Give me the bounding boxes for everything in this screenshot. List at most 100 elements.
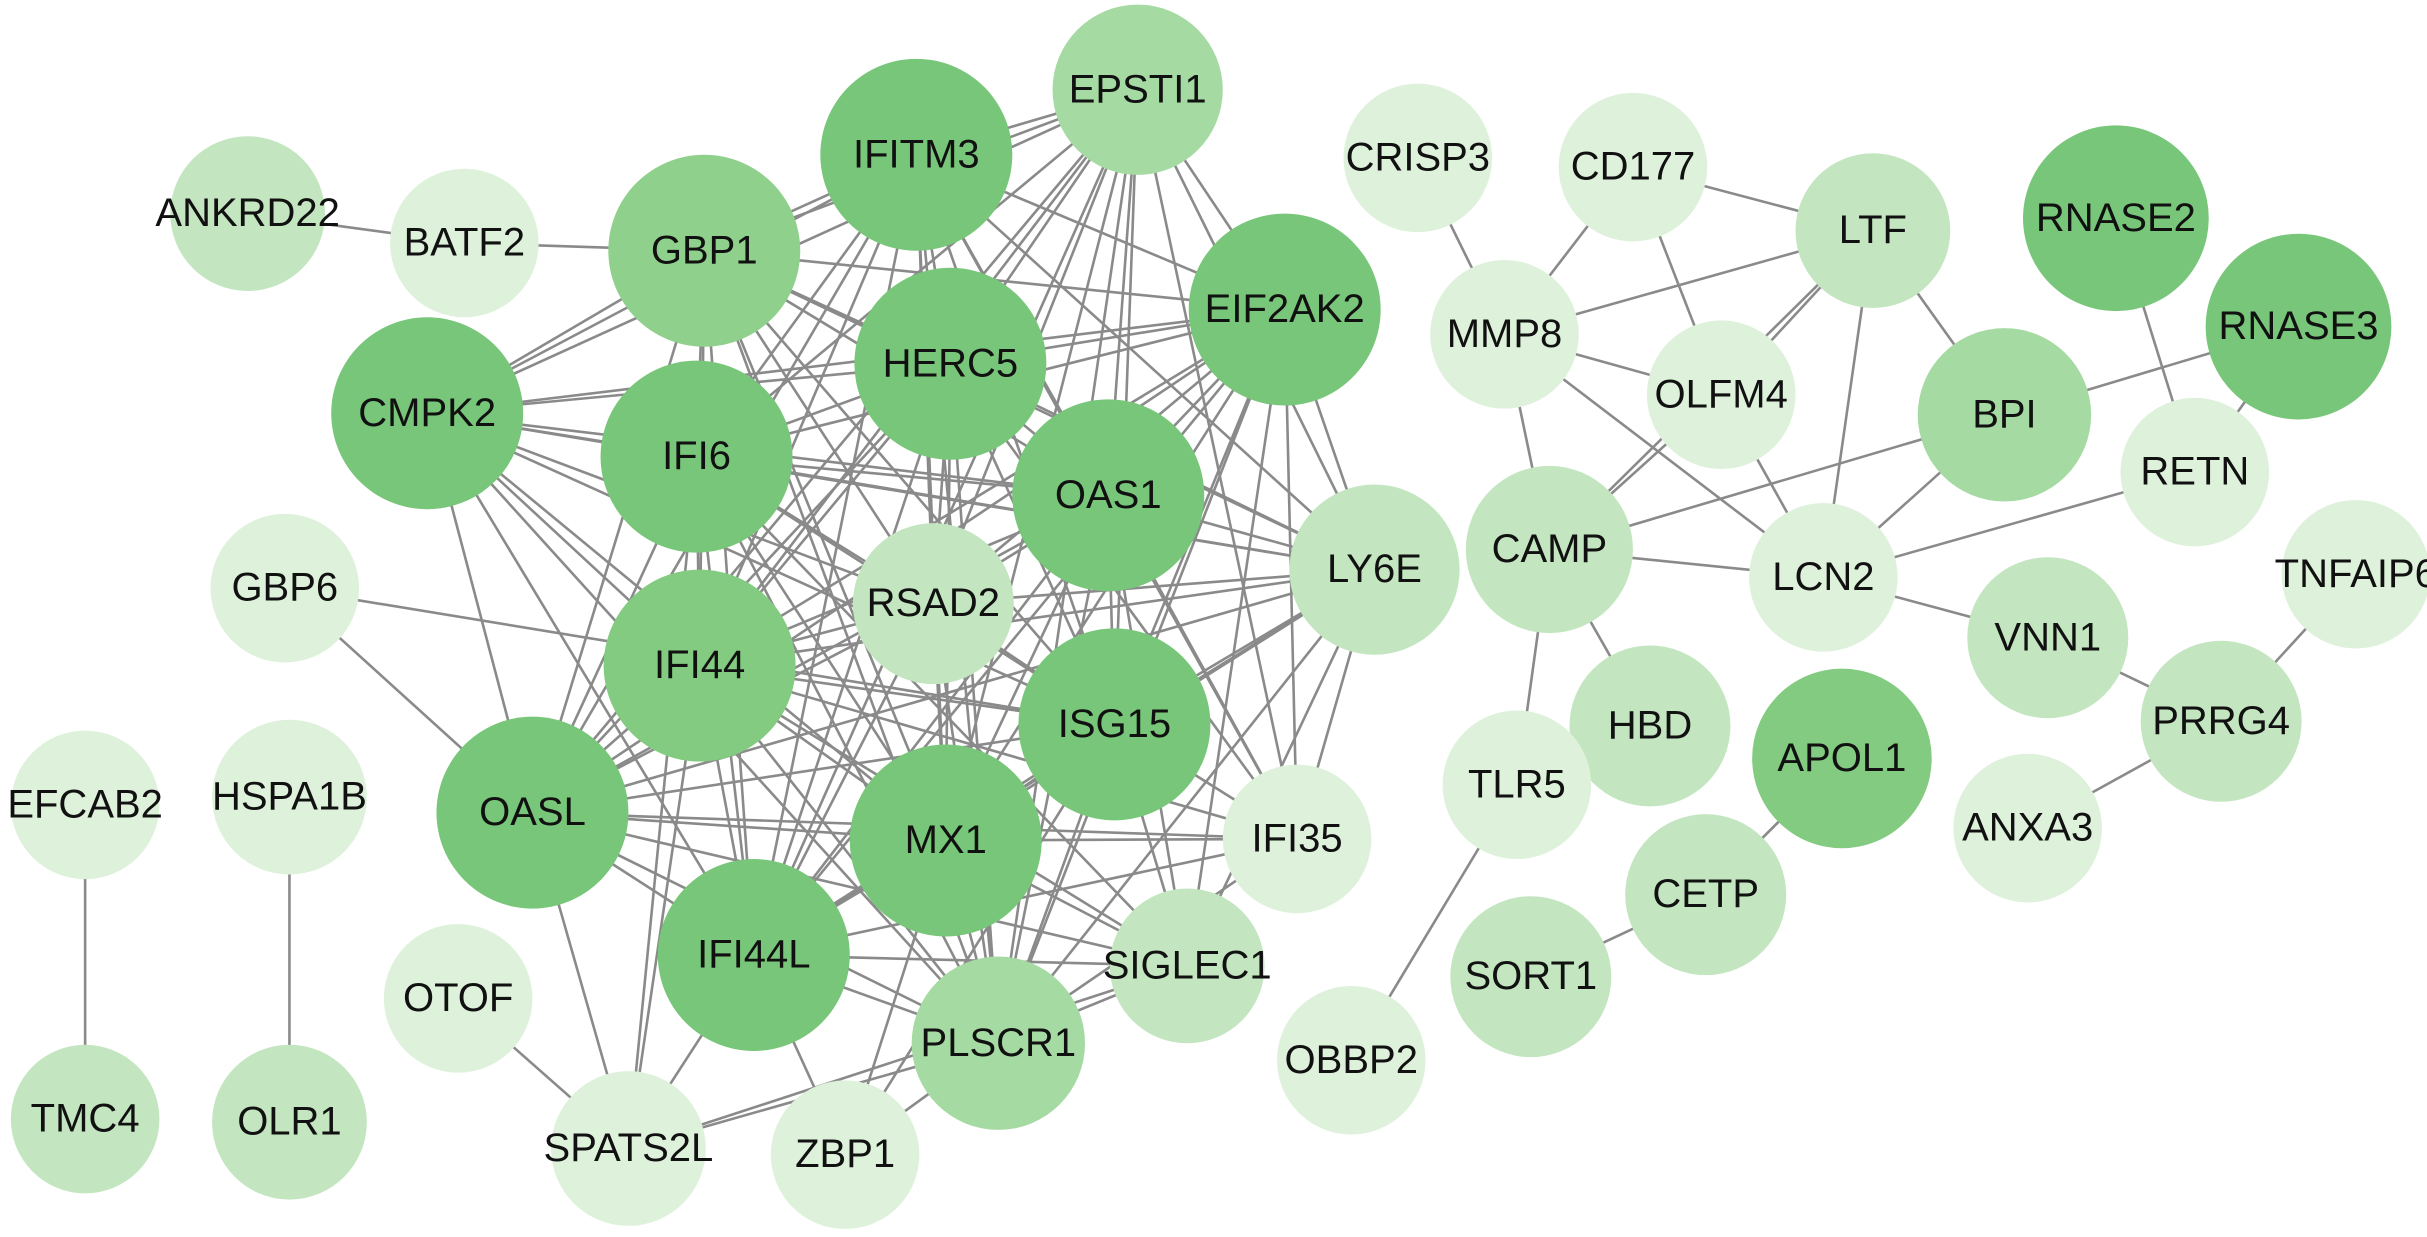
edge [532, 568, 1375, 814]
node-label: ANXA3 [1962, 806, 2093, 850]
edge [531, 494, 1109, 814]
node-label: LCN2 [1772, 555, 1874, 599]
edge [627, 456, 698, 1149]
node-label: ANKRD22 [155, 191, 340, 235]
node-label: CETP [1652, 872, 1759, 916]
edge [1136, 89, 1299, 840]
node [1109, 888, 1265, 1044]
node-label: PRRG4 [2152, 699, 2290, 743]
edge [915, 153, 1376, 571]
node-label: BPI [1972, 392, 2036, 436]
node-label: RETN [2140, 450, 2249, 494]
node-label: SORT1 [1464, 954, 1597, 998]
node-label: PLSCR1 [921, 1021, 1077, 1065]
node [551, 1071, 706, 1226]
node [1625, 814, 1787, 976]
node-label: ZBP1 [795, 1132, 895, 1176]
node [1188, 213, 1381, 406]
node-label: CAMP [1492, 527, 1608, 571]
node [1795, 153, 1951, 309]
node-label: OASL [479, 790, 586, 834]
node-label: ISG15 [1058, 702, 1171, 746]
node [1752, 668, 1932, 849]
node [849, 744, 1042, 937]
edge [703, 250, 947, 841]
edge [532, 811, 1188, 968]
node [603, 569, 796, 762]
node-label: OLFM4 [1655, 372, 1788, 416]
node [10, 1044, 160, 1194]
node [1430, 260, 1579, 409]
node-label: VNN1 [1994, 615, 2101, 659]
node [1450, 896, 1612, 1058]
node-label: RNASE3 [2218, 304, 2378, 348]
node [1018, 628, 1211, 821]
edge [695, 456, 1000, 1044]
node [210, 513, 360, 663]
node [854, 267, 1047, 460]
node [1343, 83, 1493, 233]
node-label: APOL1 [1777, 736, 1906, 780]
node [1052, 4, 1223, 175]
node [212, 1044, 367, 1200]
node-label: MMP8 [1447, 312, 1563, 356]
node [1558, 92, 1708, 242]
node [1917, 328, 2092, 502]
node [2023, 125, 2209, 312]
node [911, 956, 1086, 1130]
node-label: HERC5 [883, 341, 1019, 385]
node [1222, 764, 1372, 914]
edge [695, 455, 1189, 967]
node [390, 168, 539, 318]
node-label: EFCAB2 [7, 782, 163, 826]
node-label: HBD [1608, 703, 1692, 747]
node-label: IFI6 [662, 434, 731, 478]
node [2205, 233, 2392, 420]
edge [752, 363, 952, 956]
node-label: TMC4 [31, 1097, 140, 1141]
node-label: CMPK2 [358, 391, 496, 435]
node [608, 154, 801, 347]
node-label: OAS1 [1055, 473, 1162, 517]
node-label: RNASE2 [2036, 196, 2196, 240]
edge [698, 308, 1286, 667]
edge [531, 250, 706, 813]
node-label: TNFAIP6 [2275, 552, 2427, 596]
node [600, 360, 793, 553]
node [2120, 397, 2270, 547]
edge [752, 89, 1139, 956]
node [657, 859, 850, 1051]
node-label: TLR5 [1468, 762, 1566, 806]
node-label: OBBP2 [1285, 1038, 1418, 1082]
node-label: IFITM3 [853, 132, 980, 176]
node [1289, 484, 1460, 655]
edge [699, 664, 1298, 841]
node [1276, 985, 1426, 1135]
node [331, 317, 524, 510]
node [2281, 499, 2427, 649]
node-label: CD177 [1571, 145, 1696, 189]
node [1012, 399, 1205, 592]
node-label: LY6E [1327, 547, 1422, 591]
node-label: GBP6 [231, 566, 338, 610]
node-label: EIF2AK2 [1205, 287, 1365, 331]
node-label: IFI44L [697, 933, 810, 977]
node-label: CRISP3 [1346, 135, 1491, 179]
node [1749, 503, 1898, 652]
node-label: EPSTI1 [1069, 67, 1207, 111]
node [852, 523, 1014, 685]
node-label: LTF [1839, 208, 1907, 252]
node [10, 730, 160, 880]
node [1646, 320, 1796, 469]
node [383, 924, 533, 1073]
nodes: EPSTI1 IFITM3 ANKRD22 BATF2 GBP1 EIF2AK2 HERC5… [7, 4, 2427, 1229]
node-label: SIGLEC1 [1103, 943, 1272, 987]
node [212, 719, 367, 875]
edge [949, 362, 1299, 840]
edge [532, 723, 1115, 814]
node-label: MX1 [905, 818, 987, 862]
node [2140, 640, 2302, 802]
node [1967, 557, 2129, 719]
